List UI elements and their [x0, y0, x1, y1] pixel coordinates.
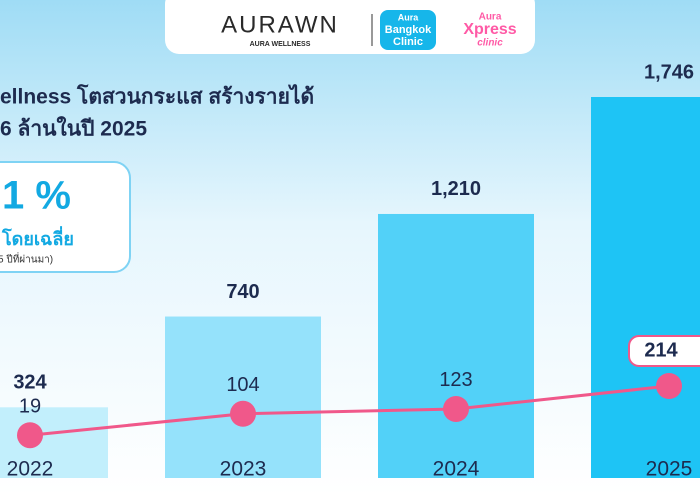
- logo-panel: [165, 0, 535, 54]
- clinic-text: Aura: [479, 12, 502, 23]
- x-tick-label: 2023: [220, 458, 267, 481]
- line-point: [656, 373, 682, 399]
- brand: AURAWN: [221, 11, 339, 38]
- line-value-label: 104: [226, 374, 259, 396]
- title-line-1: ellness โตสวนกระแส สร้างรายได้: [0, 84, 314, 109]
- callout-note: 5 ปีที่ผ่านมา): [0, 252, 53, 266]
- line-value-label: 19: [19, 395, 41, 417]
- x-tick-label: 2025: [646, 458, 693, 481]
- clinic-text: Xpress: [463, 21, 516, 38]
- line-point: [17, 422, 43, 449]
- x-tick-label: 2024: [433, 458, 480, 481]
- line-point: [443, 395, 469, 422]
- bar-value-label: 1,210: [431, 178, 481, 200]
- line: [29, 384, 670, 437]
- clinic-text: Aura: [398, 12, 419, 22]
- title-line-2: 6 ล้านในปี 2025: [0, 116, 147, 141]
- x-tick-label: 2022: [7, 458, 54, 481]
- callout-value: 1 %: [2, 174, 71, 218]
- callout-text: โดยเฉลี่ย: [1, 226, 74, 249]
- line-value-label: 214: [644, 339, 678, 361]
- bar-value-label: 1,746: [644, 61, 694, 83]
- value-badge: [628, 335, 700, 367]
- bar: [0, 407, 108, 478]
- clinic-text: Clinic: [393, 36, 423, 48]
- bar: [165, 316, 321, 478]
- clinic-badge: [380, 10, 436, 50]
- bar: [378, 213, 534, 478]
- bar-value-label: 740: [226, 281, 259, 303]
- clinic-text: Bangkok: [385, 24, 432, 36]
- callout-box: [0, 161, 131, 273]
- line-value-label: 123: [439, 369, 472, 391]
- bar: [591, 97, 700, 478]
- bar-value-label: 324: [13, 372, 47, 394]
- brand-sub: AURA WELLNESS: [250, 41, 311, 48]
- line-point: [230, 400, 256, 427]
- clinic-text: clinic: [477, 38, 503, 49]
